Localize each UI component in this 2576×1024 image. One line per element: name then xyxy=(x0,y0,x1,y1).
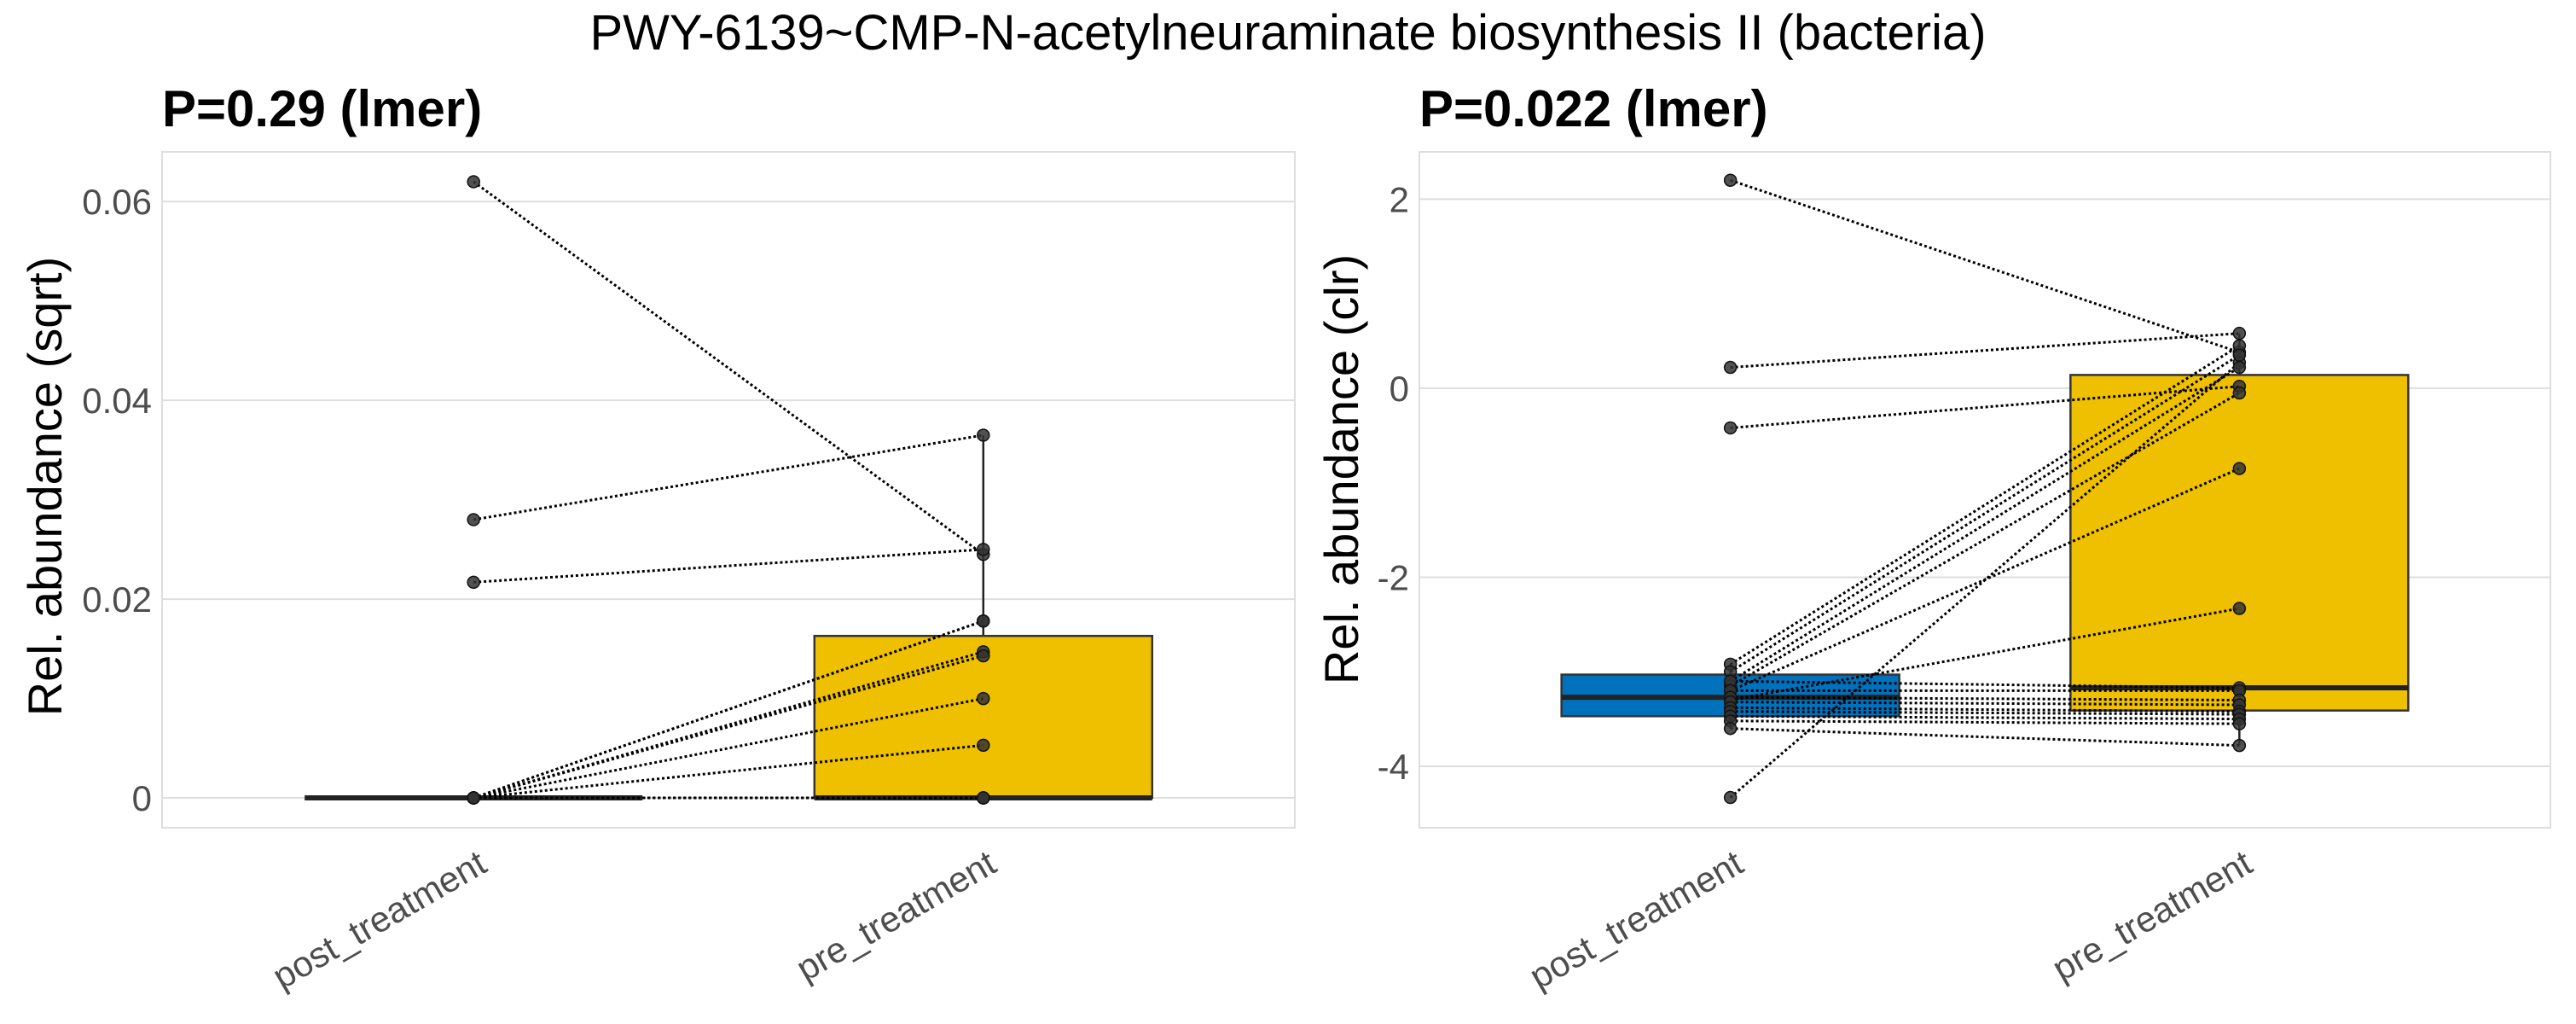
panel-right-x-tick-label: pre_treatment xyxy=(2045,842,2259,989)
panel-left-y-tick-label: 0.04 xyxy=(82,381,152,421)
panel-right-y-tick-label: 0 xyxy=(1390,369,1409,409)
panel-right-pair-line xyxy=(1730,467,2240,692)
panel-right-point-post xyxy=(1723,173,1738,187)
panel-right-pair-line xyxy=(1730,385,2240,429)
panel-left-point-post xyxy=(467,791,480,805)
panel-left-x-tick-label: pre_treatment xyxy=(789,842,1002,989)
panel-right-point-pre xyxy=(2232,717,2247,730)
panel-right-pair-line xyxy=(1730,332,2240,369)
panel-left-point-pre xyxy=(977,428,990,442)
figure-title: PWY-6139~CMP-N-acetylneuraminate biosynt… xyxy=(589,5,1986,61)
panel-left-y-tick-label: 0.06 xyxy=(82,182,152,222)
panel-right-point-pre xyxy=(2232,462,2247,475)
panel-right-y-axis-label: Rel. abundance (clr) xyxy=(1314,254,1368,684)
panel-left-pair-line xyxy=(473,655,984,800)
panel-right-box-pre_treatment xyxy=(2069,374,2410,712)
panel-left-box-pre_treatment xyxy=(813,634,1154,800)
panel-left-point-pre xyxy=(977,614,990,628)
panel-right-y-tick-label: -2 xyxy=(1378,557,1409,597)
panel-right-point-post xyxy=(1723,421,1738,435)
panel-right-point-pre xyxy=(2232,326,2247,340)
panel-left-pair-line xyxy=(473,548,983,584)
panel-left: P=0.29 (lmer) Rel. abundance (sqrt) 0 0.0… xyxy=(18,80,1296,997)
panel-right-point-pre xyxy=(2232,738,2247,753)
panel-left-pair-line xyxy=(473,743,983,800)
panel-right-plot-frame xyxy=(1419,151,2551,829)
panel-left-title: P=0.29 (lmer) xyxy=(162,80,482,137)
panel-left-pair-line xyxy=(473,433,984,521)
panel-right-pair-line xyxy=(1730,727,2240,748)
panel-left-plot-frame xyxy=(161,151,1296,829)
panel-left-pair-line xyxy=(473,180,984,556)
panel-right-point-pre xyxy=(2232,360,2247,375)
panel-left-y-tick-label: 0.02 xyxy=(82,579,152,620)
panel-right-point-pre xyxy=(2232,348,2247,362)
panel-right-pair-line xyxy=(1729,392,2241,688)
panel-right-point-pre xyxy=(2232,386,2247,400)
panel-right-point-post xyxy=(1723,721,1738,736)
panel-left-point-pre xyxy=(977,791,990,805)
panel-right-point-pre xyxy=(2232,602,2247,615)
panel-left-point-pre xyxy=(977,691,990,706)
panel-right-y-tick-label: 2 xyxy=(1390,179,1409,219)
panel-left-point-pre xyxy=(977,543,990,556)
panel-right-y-tick-label: -4 xyxy=(1378,747,1409,787)
panel-right-pair-line xyxy=(1730,719,2240,725)
panel-right-x-tick-label: post_treatment xyxy=(1523,842,1749,997)
panel-left-x-tick-label: post_treatment xyxy=(266,842,493,997)
panel-left-point-pre xyxy=(977,649,990,663)
panel-left-point-post xyxy=(467,175,480,189)
panel-right-pair-line xyxy=(1729,366,2241,683)
panel-left-point-pre xyxy=(977,738,990,753)
panel-left-y-axis-label: Rel. abundance (sqrt) xyxy=(18,257,72,717)
panel-left-point-post xyxy=(467,575,480,590)
panel-right-point-post xyxy=(1723,360,1738,375)
panel-right-point-post xyxy=(1723,790,1738,805)
panel-right-pair-line xyxy=(1730,607,2240,701)
panel-right: P=0.022 (lmer) Rel. abundance (clr) -4 -2… xyxy=(1314,80,2551,997)
panel-left-y-tick-label: 0 xyxy=(132,778,152,818)
panel-right-pair-line xyxy=(1730,178,2240,354)
panel-left-point-post xyxy=(467,513,480,527)
panel-right-title: P=0.022 (lmer) xyxy=(1419,80,1768,137)
